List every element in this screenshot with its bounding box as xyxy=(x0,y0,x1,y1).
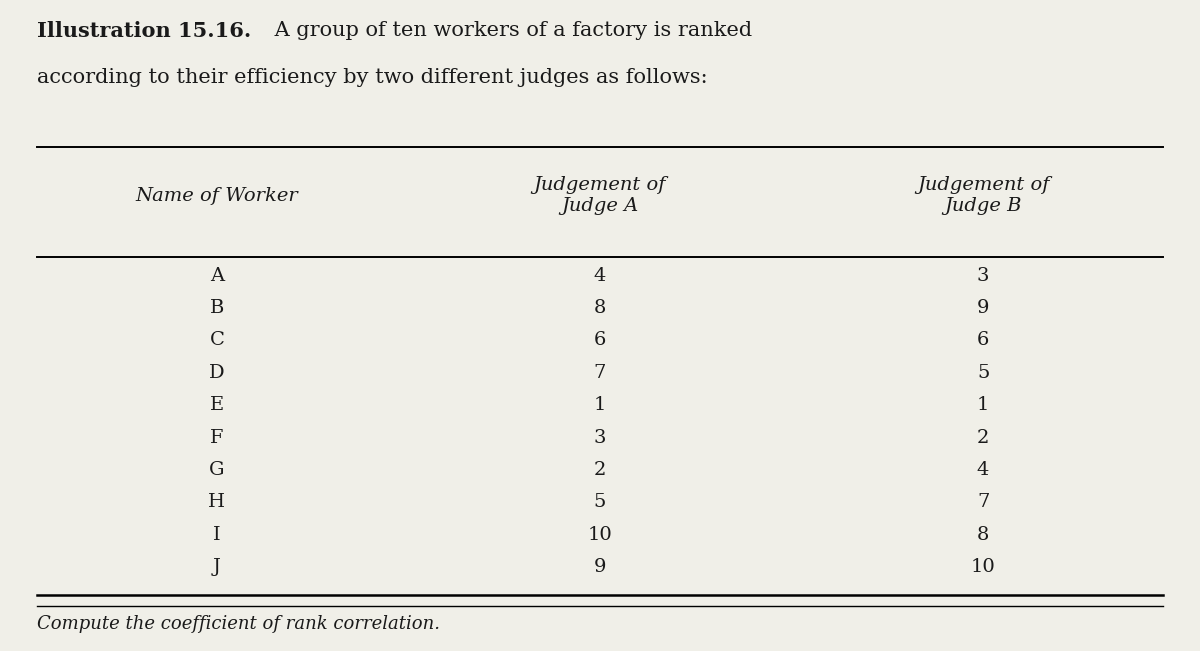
Text: G: G xyxy=(209,461,224,479)
Text: 7: 7 xyxy=(977,493,989,512)
Text: Compute the coefficient of rank correlation.: Compute the coefficient of rank correlat… xyxy=(37,615,440,633)
Text: 2: 2 xyxy=(594,461,606,479)
Text: 5: 5 xyxy=(594,493,606,512)
Text: 6: 6 xyxy=(594,331,606,350)
Text: 5: 5 xyxy=(977,364,989,382)
Text: 9: 9 xyxy=(977,299,989,317)
Text: Name of Worker: Name of Worker xyxy=(136,187,299,205)
Text: 3: 3 xyxy=(594,428,606,447)
Text: H: H xyxy=(209,493,226,512)
Text: E: E xyxy=(210,396,224,414)
Text: 8: 8 xyxy=(594,299,606,317)
Text: 7: 7 xyxy=(594,364,606,382)
Text: 1: 1 xyxy=(977,396,989,414)
Text: 4: 4 xyxy=(977,461,989,479)
Text: 2: 2 xyxy=(977,428,989,447)
Text: A: A xyxy=(210,267,224,284)
Text: I: I xyxy=(214,526,221,544)
Text: 10: 10 xyxy=(588,526,612,544)
Text: Illustration 15.16.: Illustration 15.16. xyxy=(37,21,252,41)
Text: C: C xyxy=(210,331,224,350)
Text: 3: 3 xyxy=(977,267,989,284)
Text: Judgement of
Judge B: Judgement of Judge B xyxy=(917,176,1049,215)
Text: according to their efficiency by two different judges as follows:: according to their efficiency by two dif… xyxy=(37,68,708,87)
Text: Judgement of
Judge A: Judgement of Judge A xyxy=(534,176,666,215)
Text: J: J xyxy=(212,559,221,576)
Text: 10: 10 xyxy=(971,559,996,576)
Text: B: B xyxy=(210,299,224,317)
Text: 4: 4 xyxy=(594,267,606,284)
Text: A group of ten workers of a factory is ranked: A group of ten workers of a factory is r… xyxy=(269,21,752,40)
Text: 8: 8 xyxy=(977,526,989,544)
Text: 6: 6 xyxy=(977,331,989,350)
Text: 9: 9 xyxy=(594,559,606,576)
Text: F: F xyxy=(210,428,223,447)
Text: 1: 1 xyxy=(594,396,606,414)
Text: D: D xyxy=(209,364,224,382)
